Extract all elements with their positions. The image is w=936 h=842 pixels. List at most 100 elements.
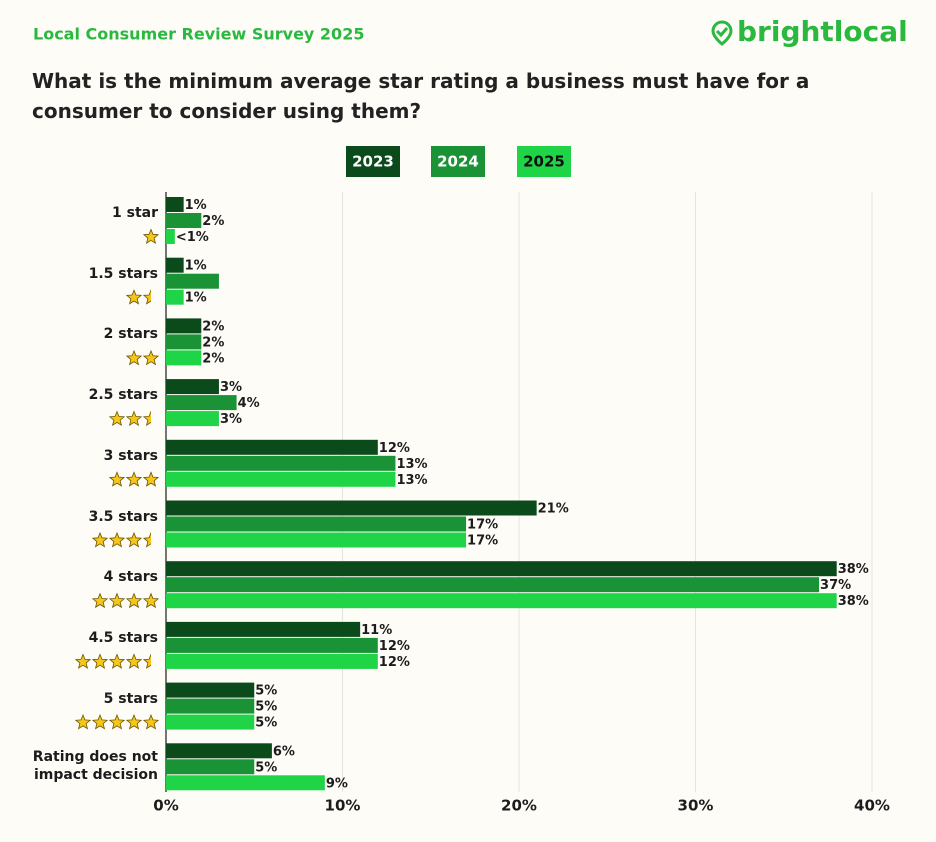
star [142, 592, 160, 609]
star [142, 653, 151, 669]
star [74, 714, 92, 730]
category-box: 3.5 stars [89, 509, 158, 525]
bar [166, 379, 219, 395]
bar [166, 743, 272, 759]
category-box: 2.5 stars [88, 387, 158, 404]
logo: brightlocal [711, 15, 908, 48]
value-label: 38% [838, 594, 869, 609]
value-label: 17% [467, 534, 498, 549]
bar [166, 775, 325, 791]
legend-swatch [346, 146, 400, 177]
category-label: Rating does not impact decision [32, 749, 158, 784]
category-box: 5 stars [104, 691, 158, 707]
star [91, 653, 109, 669]
value-label: 1% [185, 198, 207, 213]
value-label: 5% [255, 716, 277, 731]
bar [166, 455, 396, 471]
value-label: 5% [255, 700, 277, 715]
star [125, 653, 143, 669]
bar [166, 439, 378, 455]
value-label: 13% [396, 473, 427, 488]
star [125, 531, 143, 548]
category-label: 3 stars [103, 447, 158, 464]
bar [166, 516, 467, 532]
star [108, 471, 126, 487]
value-label: 3% [220, 412, 242, 427]
star-rating [125, 349, 160, 366]
star-rating [125, 289, 151, 305]
star [125, 410, 143, 427]
legend-swatch [431, 146, 485, 177]
value-label: <1% [176, 230, 209, 245]
value-label: 6% [273, 744, 295, 759]
x-tick-label: 0% [153, 797, 178, 815]
bar [166, 698, 255, 714]
x-tick-label: 40% [854, 797, 890, 815]
star [108, 531, 126, 548]
value-label: 2% [202, 335, 224, 350]
star-rating [74, 653, 151, 669]
bar [166, 334, 202, 350]
value-label: 5% [255, 760, 277, 775]
star [125, 714, 143, 730]
bar [166, 593, 837, 609]
value-label: 2% [202, 319, 224, 334]
legend-swatch [517, 146, 571, 177]
value-label: 3% [220, 380, 242, 395]
bar [166, 197, 184, 212]
star [125, 349, 143, 366]
survey-name: Local Consumer Review Survey 2025 [33, 25, 364, 44]
value-label: 1% [185, 291, 207, 306]
bar [166, 273, 219, 289]
value-label: 13% [396, 457, 427, 472]
category-label: 2.5 stars [88, 387, 158, 404]
star [108, 714, 126, 730]
category-label: 4 stars [103, 569, 158, 586]
category-box: 4.5 stars [89, 630, 158, 646]
logo-icon [711, 20, 733, 46]
category-box: 1 star [112, 205, 158, 221]
star [142, 349, 160, 366]
x-tick-label: 20% [501, 797, 537, 815]
star [91, 714, 109, 730]
star [142, 471, 160, 487]
category-label: 2 stars [103, 326, 158, 343]
bar [166, 257, 184, 273]
chart-title: What is the minimum average star rating … [32, 69, 810, 123]
value-label: 11% [361, 623, 392, 638]
star [125, 471, 143, 487]
bar [166, 289, 184, 305]
bar [166, 621, 361, 637]
bar [166, 714, 255, 730]
category-box: 3 stars [103, 447, 158, 464]
star-rating [91, 531, 151, 548]
star-rating [142, 228, 160, 244]
value-label: 21% [538, 502, 569, 517]
star [142, 714, 160, 730]
star-rating [108, 471, 160, 487]
value-label: 38% [838, 562, 869, 577]
star-rating [108, 410, 151, 427]
bar [166, 653, 378, 669]
star [91, 531, 109, 548]
bar [166, 350, 202, 366]
star [125, 289, 143, 305]
bar [166, 577, 820, 593]
star [125, 592, 143, 609]
star-rating [91, 592, 160, 609]
value-label: 1% [185, 259, 207, 274]
bar [166, 229, 175, 244]
category-box: Rating does not impact decision [32, 749, 158, 784]
x-tick-label: 30% [678, 797, 714, 815]
category-box: 1.5 stars [89, 266, 158, 282]
bar [166, 637, 378, 653]
star [91, 592, 109, 609]
star [108, 592, 126, 609]
star [108, 410, 126, 427]
bar [166, 395, 237, 411]
star [142, 289, 151, 305]
star [142, 228, 160, 244]
value-label: 12% [379, 639, 410, 654]
category-label: 1 star [112, 205, 158, 221]
